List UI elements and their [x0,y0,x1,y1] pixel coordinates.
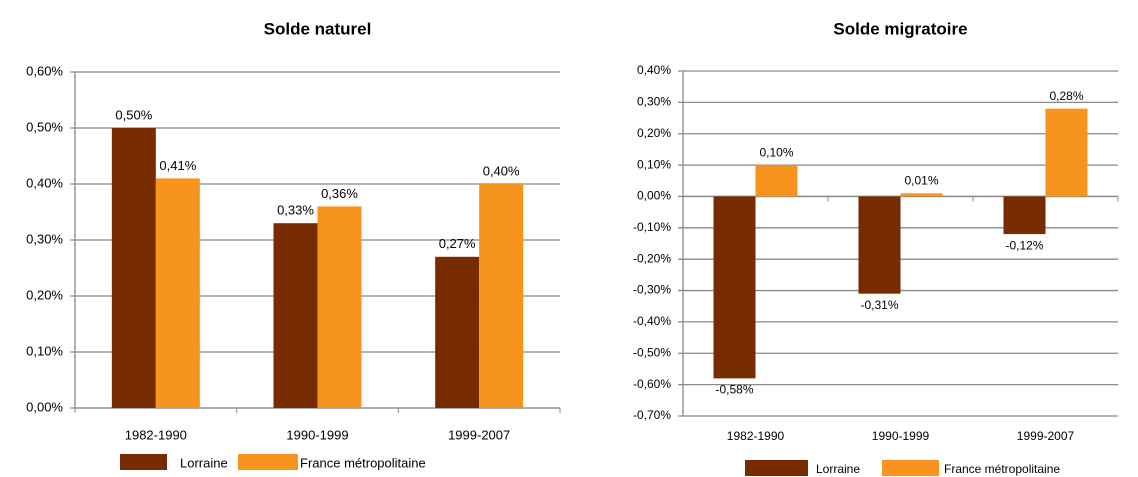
bar [900,193,943,197]
bar [713,196,756,379]
y-tick-label: 0,40% [26,175,63,190]
x-tick-label: 1982-1990 [727,429,785,443]
data-label: 0,33% [277,203,314,218]
legend-swatch [882,460,939,476]
y-tick-label: 0,20% [26,287,63,302]
bar [435,256,480,408]
data-label: 0,01% [904,173,938,187]
y-tick-label: 0,50% [26,119,63,134]
chart-title: Solde naturel [264,19,372,38]
chart-title: Solde migratoire [833,19,967,38]
bar [1045,108,1088,197]
y-tick-label: 0,30% [26,231,63,246]
x-tick-label: 1999-2007 [1017,429,1075,443]
y-tick-label: -0,10% [633,220,671,234]
data-label: -0,12% [1005,238,1043,252]
y-tick-label: -0,40% [633,314,671,328]
y-tick-label: 0,00% [637,189,671,203]
y-tick-label: 0,60% [26,63,63,78]
x-tick-label: 1999-2007 [448,427,510,442]
bar [755,165,798,197]
data-label: -0,31% [860,298,898,312]
bar [1003,196,1046,235]
bar [479,184,524,408]
data-label: 0,27% [439,236,476,251]
bar [858,196,901,294]
bar [111,128,156,408]
bar [155,178,200,408]
x-tick-label: 1990-1999 [286,427,348,442]
y-tick-label: 0,20% [637,126,671,140]
y-tick-label: -0,70% [633,408,671,422]
data-label: -0,58% [715,383,753,397]
legend-swatch [238,454,298,470]
data-label: 0,10% [759,145,793,159]
bar [273,223,318,408]
y-tick-label: -0,30% [633,283,671,297]
x-tick-label: 1982-1990 [125,427,187,442]
data-label: 0,41% [159,158,196,173]
data-label: 0,40% [483,163,520,178]
y-tick-label: 0,30% [637,95,671,109]
data-label: 0,28% [1049,89,1083,103]
data-label: 0,50% [115,107,152,122]
legend-label: Lorraine [180,455,228,470]
legend-swatch [120,454,167,470]
y-tick-label: 0,00% [26,399,63,414]
y-tick-label: -0,60% [633,377,671,391]
legend-label: Lorraine [816,462,860,476]
legend-label: France métropolitaine [300,455,426,470]
data-label: 0,36% [321,186,358,201]
y-tick-label: -0,20% [633,251,671,265]
y-tick-label: 0,10% [26,343,63,358]
bar [317,206,362,408]
legend-swatch [745,460,808,476]
y-tick-label: 0,10% [637,157,671,171]
legend-label: France métropolitaine [944,462,1060,476]
x-tick-label: 1990-1999 [872,429,930,443]
y-tick-label: 0,40% [637,63,671,77]
y-tick-label: -0,50% [633,345,671,359]
